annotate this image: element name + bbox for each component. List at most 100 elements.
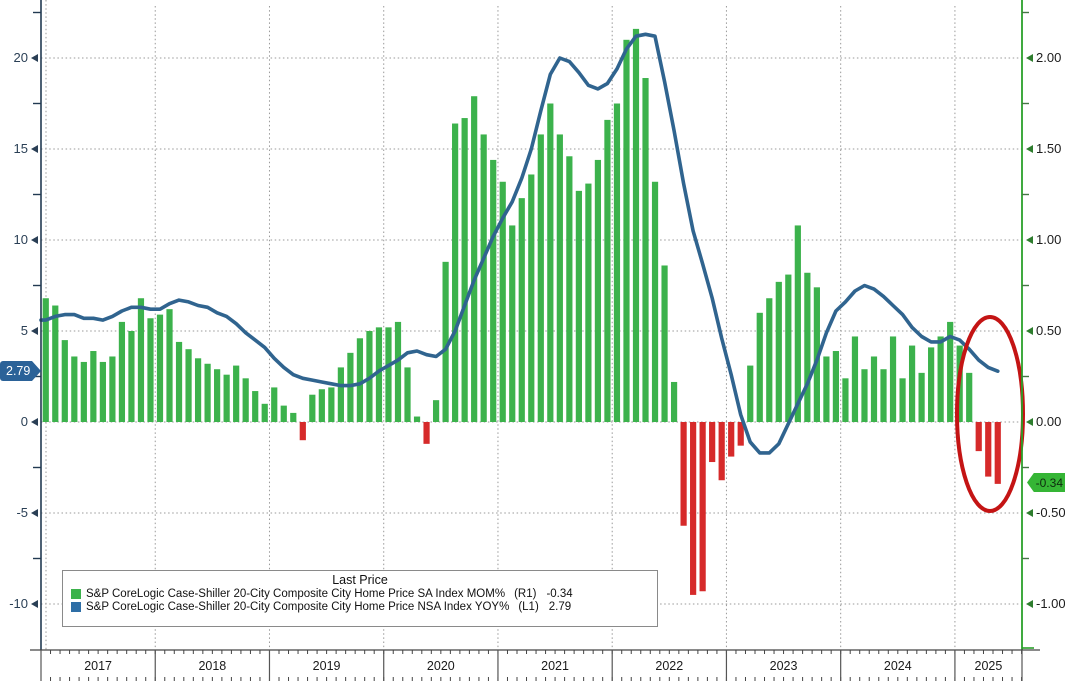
right-axis-tick-label: 1.50: [1026, 141, 1065, 157]
mom-bar-positive: [128, 331, 135, 422]
legend-row-yoy: S&P CoreLogic Case-Shiller 20-City Compo…: [71, 601, 649, 613]
mom-bar-positive: [851, 336, 859, 422]
right-axis-tick-label: 0.00: [1026, 414, 1065, 430]
mom-bar-positive: [452, 123, 459, 423]
mom-bar-positive: [528, 174, 535, 422]
left-axis-tick-text: 15: [13, 141, 28, 156]
mom-bar-positive: [794, 225, 801, 422]
legend-row-mom: S&P CoreLogic Case-Shiller 20-City Compo…: [71, 588, 649, 600]
year-label-2021: 2021: [541, 659, 569, 673]
mom-bar-positive: [766, 298, 773, 422]
yoy-line: [39, 32, 1000, 455]
mom-bar-positive: [280, 405, 287, 422]
mom-bar-positive: [908, 345, 916, 422]
left-tick-arrow-icon: [31, 145, 38, 153]
left-axis-tick-label: 20: [0, 50, 38, 66]
mom-bar-positive: [556, 134, 563, 422]
right-axis-tick-text: 2.00: [1036, 50, 1062, 65]
mom-bar-positive: [71, 356, 78, 422]
left-axis-tick-label: 15: [0, 141, 38, 157]
mom-bar-positive: [118, 321, 126, 422]
right-axis-tick-label: -0.50: [1026, 505, 1065, 521]
mom-bar-positive: [214, 369, 221, 422]
left-axis-tick-text: 5: [20, 323, 28, 338]
year-label-2020: 2020: [426, 659, 455, 673]
right-tick-arrow-icon: [1026, 509, 1033, 517]
right-axis-tick-text: 0.50: [1036, 323, 1062, 338]
mom-bar-positive: [394, 321, 402, 422]
mom-bar-positive: [947, 321, 954, 422]
mom-bar-positive: [413, 416, 421, 422]
mom-bar-positive: [604, 119, 611, 422]
mom-bar-positive: [966, 372, 973, 422]
right-tick-arrow-icon: [1026, 418, 1033, 426]
mom-bar-positive: [594, 159, 602, 423]
mom-bar-positive: [99, 361, 106, 422]
mom-bar-positive: [480, 134, 487, 422]
left-axis-tick-text: -5: [16, 505, 28, 520]
right-tick-arrow-icon: [1026, 236, 1033, 244]
mom-bar-positive: [928, 347, 935, 422]
yoy-series-swatch-icon: [71, 602, 81, 612]
left-axis-last-price-tag: 2.79: [0, 361, 41, 381]
mom-bar-negative: [975, 422, 982, 452]
mom-bar-positive: [309, 394, 316, 422]
mom-bar-positive: [375, 327, 383, 422]
right-axis-tick-text: -1.00: [1036, 596, 1065, 611]
mom-bar-positive: [499, 181, 506, 422]
right-tick-arrow-icon: [1026, 600, 1033, 608]
yoy-series-axis-code: (L1): [518, 601, 539, 613]
mom-bar-positive: [661, 265, 668, 422]
right-axis-tick-label: 1.00: [1026, 232, 1065, 248]
mom-bar-positive: [566, 156, 573, 422]
mom-series-swatch-icon: [71, 589, 81, 599]
mom-bar-negative: [423, 422, 430, 444]
mom-bar-positive: [785, 274, 792, 422]
mom-bar-positive: [870, 356, 878, 422]
mom-series-label: S&P CoreLogic Case-Shiller 20-City Compo…: [86, 588, 506, 600]
mom-bar-positive: [42, 298, 49, 422]
mom-series-axis-code: (R1): [514, 588, 537, 600]
mom-bar-positive: [204, 363, 211, 422]
left-axis-tick-label: -5: [0, 505, 38, 521]
mom-bar-positive: [832, 351, 840, 422]
mom-bar-positive: [899, 378, 906, 422]
right-axis-tick-label: 2.00: [1026, 50, 1065, 66]
mom-bar-positive: [223, 374, 230, 422]
mom-bar-negative: [690, 422, 697, 595]
right-axis-tick-label: -1.00: [1026, 596, 1065, 612]
mom-bar-positive: [461, 118, 468, 422]
mom-bar-positive: [337, 367, 344, 422]
mom-bar-positive: [804, 272, 811, 422]
mom-bar-positive: [61, 340, 68, 422]
mom-bar-negative: [728, 422, 735, 457]
mom-bar-positive: [156, 314, 164, 422]
mom-bar-positive: [147, 318, 154, 422]
mom-bar-positive: [861, 369, 868, 422]
mom-bar-positive: [271, 387, 278, 422]
year-label-2025: 2025: [974, 659, 1003, 673]
mom-bar-positive: [90, 351, 97, 422]
right-tick-arrow-icon: [1026, 145, 1033, 153]
mom-bar-positive: [432, 400, 440, 422]
left-axis-tick-label: 0: [0, 414, 38, 430]
left-axis-tick-label: 5: [0, 323, 38, 339]
mom-bar-positive: [328, 387, 335, 422]
mom-bar-negative: [985, 422, 992, 477]
mom-bar-positive: [404, 367, 411, 422]
mom-bar-positive: [670, 381, 678, 422]
mom-bar-positive: [290, 412, 297, 422]
left-tick-arrow-icon: [31, 54, 38, 62]
mom-bar-positive: [651, 181, 659, 422]
right-tick-arrow-icon: [1026, 54, 1033, 62]
year-label-2023: 2023: [769, 659, 798, 673]
left-tick-arrow-icon: [31, 600, 38, 608]
mom-bar-negative: [737, 422, 744, 446]
left-last-price-value: 2.79: [6, 364, 31, 378]
mom-bar-positive: [937, 336, 944, 422]
mom-bar-positive: [642, 78, 649, 423]
mom-series-last-value: -0.34: [546, 588, 573, 600]
mom-bar-positive: [385, 327, 392, 422]
left-tick-arrow-icon: [31, 327, 38, 335]
